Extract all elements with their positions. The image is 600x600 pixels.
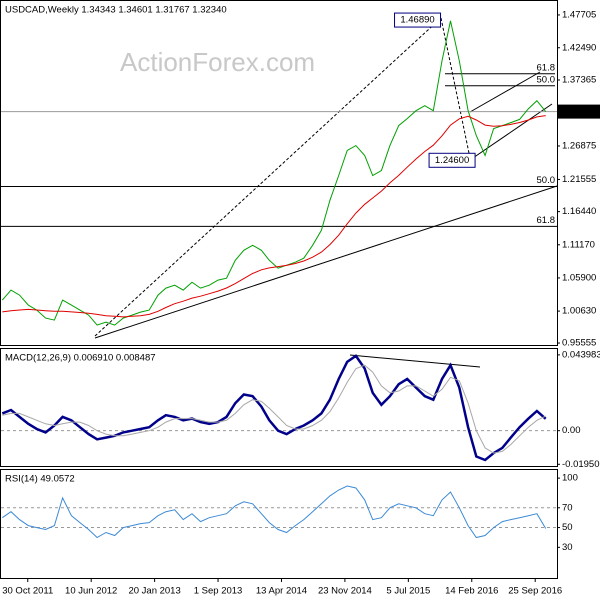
series-line: [2, 364, 546, 454]
y-tick-label: 100: [562, 473, 578, 484]
y-tick-label: 0.95555: [562, 338, 596, 349]
x-tick-label: 13 Apr 2014: [256, 586, 307, 597]
y-tick-label: 1.11170: [562, 239, 595, 250]
current-price-box: [557, 104, 600, 119]
y-tick-label: 0.00: [562, 425, 581, 436]
series-line: [1, 354, 547, 462]
x-tick-label: 1 Sep 2013: [194, 586, 243, 597]
series-line: [2, 485, 547, 539]
x-tick-label: 14 Feb 2016: [445, 586, 498, 597]
trend-line: [440, 17, 471, 159]
panel-header: MACD(12,26,9) 0.006910 0.008487: [5, 353, 156, 364]
panel-header: USDCAD,Weekly 1.34343 1.34601 1.31767 1.…: [5, 5, 227, 16]
y-tick-label: 30: [562, 542, 573, 553]
current-price-label: 1.32340: [561, 106, 595, 117]
y-tick-label: 1.26875: [562, 140, 596, 151]
trend-line: [94, 185, 558, 339]
channel-line: [469, 71, 541, 113]
trend-line: [94, 17, 442, 337]
y-tick-label: 1.42490: [562, 42, 596, 53]
y-tick-label: 1.00630: [562, 306, 596, 317]
trend-lines: [94, 17, 558, 368]
y-tick-label: 1.37365: [562, 75, 596, 86]
x-tick-label: 30 Oct 2011: [2, 586, 53, 597]
rsi-panel: [0, 469, 558, 579]
fib-label: 61.8: [537, 215, 556, 226]
annotation-box: [394, 12, 442, 28]
y-tick-label: 70: [562, 502, 573, 513]
x-tick-label: 20 Jan 2013: [128, 586, 180, 597]
channel-line: [469, 103, 553, 161]
y-tick-label: 0.043983: [562, 349, 600, 360]
y-tick-label: 1.05900: [562, 272, 596, 283]
x-tick-label: 10 Jun 2012: [65, 586, 117, 597]
y-tick-label: -0.019501: [562, 459, 600, 470]
fib-label: 50.0: [537, 175, 556, 186]
annotation-label: 1.24600: [435, 155, 469, 166]
macd-trend-line: [349, 354, 481, 368]
series-line: [2, 115, 546, 318]
watermark: ActionForex.com: [120, 47, 315, 77]
y-tick-label: 1.21555: [562, 174, 596, 185]
y-tick-label: 50: [562, 522, 573, 533]
panel-header: RSI(14) 49.0572: [5, 474, 75, 485]
price-panel: [0, 0, 558, 346]
annotation-box: [428, 152, 476, 168]
annotation-label: 1.46890: [400, 15, 434, 26]
x-tick-label: 5 Jul 2015: [386, 586, 430, 597]
macd-panel: [0, 348, 558, 467]
series-line: [1, 20, 547, 326]
fib-label: 50.0: [537, 74, 556, 85]
fib-label: 61.8: [537, 62, 556, 73]
x-tick-label: 23 Nov 2014: [318, 586, 372, 597]
y-tick-label: 1.16440: [562, 206, 596, 217]
y-tick-label: 1.47705: [562, 9, 596, 20]
x-tick-label: 25 Sep 2016: [508, 586, 562, 597]
